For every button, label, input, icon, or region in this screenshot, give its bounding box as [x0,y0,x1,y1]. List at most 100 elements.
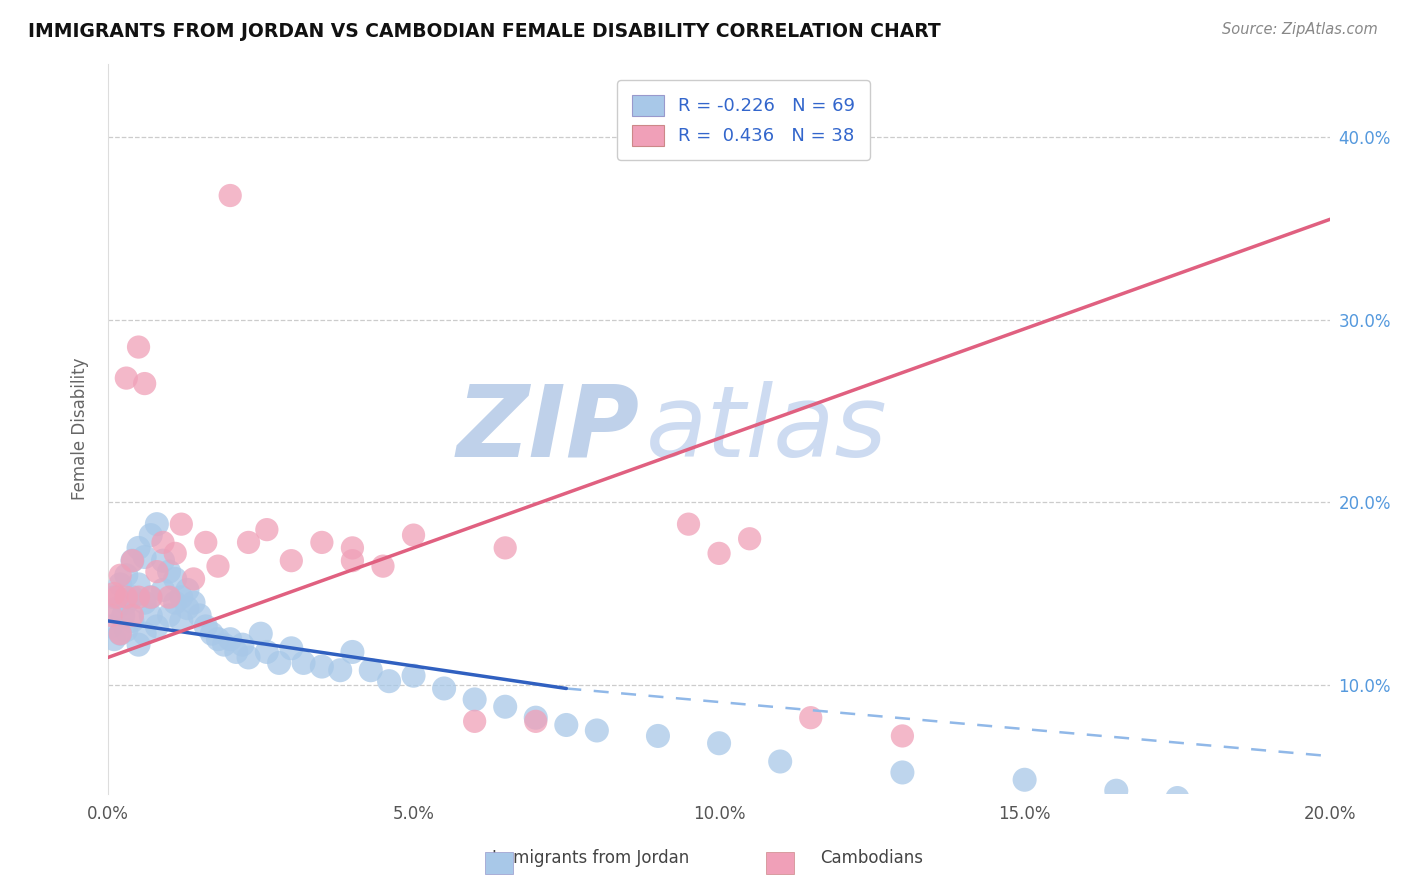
Point [207,559,229,574]
Point [194,535,217,549]
Point [121,590,143,604]
Point [311,659,333,673]
Point [433,681,456,696]
Point [121,554,143,568]
Point [402,669,425,683]
Point [115,590,138,604]
Point [231,638,253,652]
Point [139,528,162,542]
Point [342,554,364,568]
Point [157,590,180,604]
Point [212,638,235,652]
Point [103,586,125,600]
Text: Source: ZipAtlas.com: Source: ZipAtlas.com [1222,22,1378,37]
Point [647,729,669,743]
Point [128,577,150,591]
Point [555,718,578,732]
Point [157,565,180,579]
Point [188,608,211,623]
Point [238,535,260,549]
Point [105,601,128,615]
Point [329,663,352,677]
Point [115,568,138,582]
Point [707,736,730,750]
Point [128,340,150,354]
Point [769,755,792,769]
Point [121,554,143,568]
Point [219,188,242,202]
Point [707,546,730,560]
Text: Cambodians: Cambodians [820,849,924,867]
Legend: R = -0.226   N = 69, R =  0.436   N = 38: R = -0.226 N = 69, R = 0.436 N = 38 [617,80,870,160]
Point [494,699,516,714]
Point [342,541,364,555]
Text: ZIP: ZIP [457,381,640,478]
Point [103,632,125,647]
Point [115,371,138,385]
Point [249,626,271,640]
Point [280,641,302,656]
Point [115,596,138,610]
Point [219,632,242,647]
Point [256,645,278,659]
Point [524,711,547,725]
Point [1166,791,1188,805]
Point [146,517,169,532]
Point [103,590,125,604]
Point [170,517,193,532]
Point [342,645,364,659]
Point [128,541,150,555]
Point [100,619,122,633]
Point [183,572,205,586]
Point [165,546,187,560]
Point [738,532,761,546]
Point [891,765,914,780]
Point [134,596,156,610]
Point [128,638,150,652]
Point [360,663,382,677]
Point [115,623,138,637]
Point [165,572,187,586]
Point [1105,783,1128,797]
Point [152,582,174,597]
Point [207,632,229,647]
Point [464,714,486,729]
Point [108,577,131,591]
Point [269,656,291,670]
Point [157,608,180,623]
Point [225,645,247,659]
Point [678,517,700,532]
Point [238,650,260,665]
Point [1014,772,1036,787]
Point [464,692,486,706]
Point [146,565,169,579]
Point [165,596,187,610]
Point [176,601,198,615]
Text: Immigrants from Jordan: Immigrants from Jordan [492,849,689,867]
Point [134,626,156,640]
Point [139,608,162,623]
Point [256,523,278,537]
Point [378,674,401,689]
Point [402,528,425,542]
Point [139,590,162,604]
Point [201,626,224,640]
Point [152,554,174,568]
Point [311,535,333,549]
Point [494,541,516,555]
Point [105,590,128,604]
Point [108,626,131,640]
Point [1258,802,1281,816]
Point [121,608,143,623]
Point [170,614,193,628]
Point [134,376,156,391]
Point [112,608,135,623]
Point [524,714,547,729]
Point [146,619,169,633]
Point [371,559,394,574]
Y-axis label: Female Disability: Female Disability [72,358,89,500]
Point [108,626,131,640]
Point [176,582,198,597]
Point [891,729,914,743]
Point [128,590,150,604]
